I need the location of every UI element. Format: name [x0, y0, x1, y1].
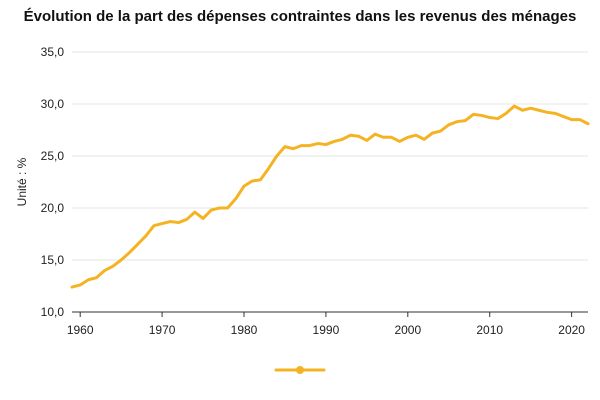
chart-title: Évolution de la part des dépenses contra… [23, 8, 577, 25]
y-axis-title: Unité : % [15, 157, 29, 206]
y-tick-label: 20,0 [41, 201, 65, 215]
x-tick-label: 1960 [67, 323, 94, 337]
x-tick-label: 2020 [558, 323, 585, 337]
y-tick-label: 15,0 [41, 253, 65, 267]
y-tick-label: 30,0 [41, 97, 65, 111]
x-tick-label: 2010 [476, 323, 503, 337]
y-tick-label: 35,0 [41, 45, 65, 59]
x-tick-label: 1990 [313, 323, 340, 337]
x-tick-label: 1980 [231, 323, 258, 337]
x-tick-label: 2000 [394, 323, 421, 337]
series-line [70, 104, 590, 289]
y-tick-label: 10,0 [41, 305, 65, 319]
legend-marker [296, 366, 304, 374]
x-tick-label: 1970 [149, 323, 176, 337]
y-tick-label: 25,0 [41, 149, 65, 163]
